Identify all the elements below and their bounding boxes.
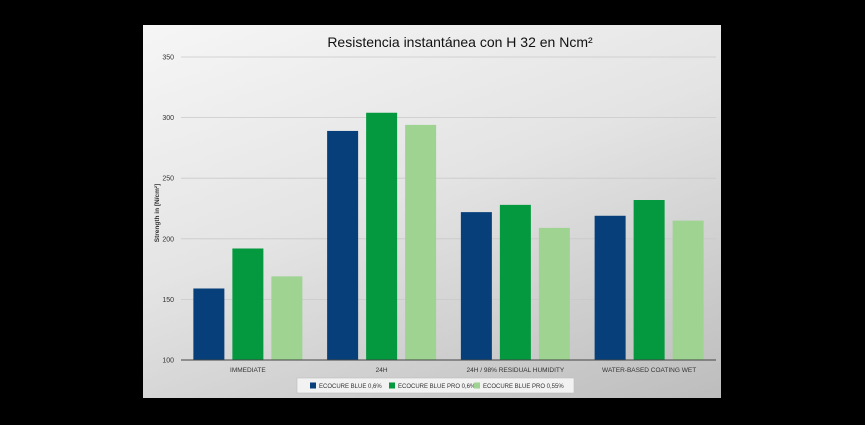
x-category-label: IMMEDIATE [230,367,266,374]
y-tick-label: 300 [162,115,174,122]
legend-swatch [310,382,316,389]
bar [538,227,570,360]
y-axis-ticks: 100 150 200 250 300 350 [162,55,174,365]
gridlines [181,56,716,300]
x-category-label: 24H [376,367,388,374]
bar [672,220,704,360]
x-category-label: 24H / 98% RESIDUAL HUMIDITY [467,367,565,374]
bar [405,124,437,360]
legend-label: ECOCURE BLUE PRO 0,55% [483,384,564,390]
chart-title: Resistencia instantánea con H 32 en Ncm² [327,34,593,50]
bar [499,204,531,360]
y-tick-label: 250 [162,176,174,183]
legend-swatch [389,382,395,389]
y-tick-label: 350 [162,55,174,62]
x-axis-categories: IMMEDIATE 24H 24H / 98% RESIDUAL HUMIDITY W… [230,367,696,374]
bar [327,130,359,360]
legend-label: ECOCURE BLUE PRO 0,6% [398,384,476,390]
x-category-label: WATER-BASED COATING WET [602,367,696,374]
legend-box [296,377,575,394]
bar [366,112,398,360]
bar [271,276,303,360]
y-tick-label: 150 [162,297,174,304]
bar [232,248,264,360]
legend-swatch [474,382,480,389]
legend-label: ECOCURE BLUE 0,6% [319,384,382,390]
bar [594,215,626,360]
y-axis-label: Strength in [N/cm²] [154,184,161,243]
y-tick-label: 200 [162,236,174,243]
y-tick-label: 100 [162,358,174,365]
bar [460,212,492,360]
bar [193,288,225,360]
bar [633,200,665,360]
bars [193,112,704,360]
legend: ECOCURE BLUE 0,6% ECOCURE BLUE PRO 0,6% EC… [296,377,575,394]
